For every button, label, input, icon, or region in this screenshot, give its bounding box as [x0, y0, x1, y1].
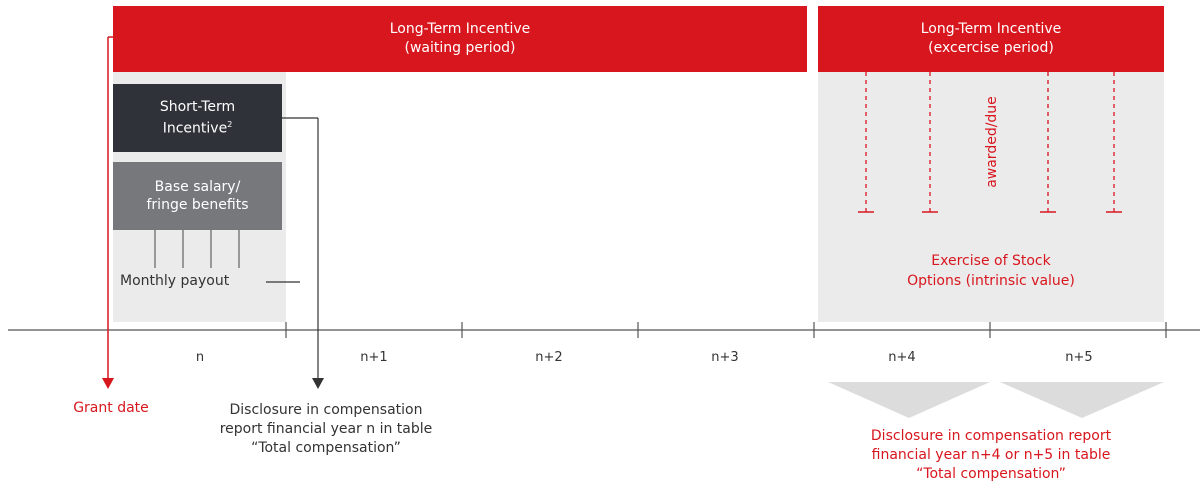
disclosure-chevrons	[828, 382, 1164, 418]
grant-date-label: Grant date	[73, 400, 149, 416]
lti-exercise-title: Long-Term Incentive	[920, 21, 1062, 37]
sti-line2: Incentive2	[113, 116, 282, 138]
exercise-period-background	[818, 70, 1164, 322]
period-label-n3: n+3	[711, 350, 739, 365]
lti-waiting-subtitle: (waiting period)	[404, 40, 516, 56]
sti-disclosure-arrow	[282, 117, 324, 389]
chevron-n4	[828, 382, 990, 418]
disclosure-right-line3: “Total compensation”	[916, 466, 1066, 482]
lti-exercise-subtitle: (excercise period)	[928, 40, 1054, 56]
period-label-n1: n+1	[360, 350, 388, 365]
short-term-incentive-box: Short-Term Incentive2	[113, 84, 282, 152]
period-label-n5: n+5	[1065, 350, 1093, 365]
disclosure-left-line1: Disclosure in compensation	[229, 402, 423, 418]
timeline-ticks	[285, 322, 1167, 338]
period-label-n4: n+4	[888, 350, 916, 365]
disclosure-left-line3: “Total compensation”	[251, 440, 401, 456]
sti-line1: Short-Term	[159, 99, 236, 116]
period-label-n: n	[195, 350, 205, 365]
exercise-line1: Exercise of Stock	[931, 253, 1051, 269]
disclosure-right-line1: Disclosure in compensation report	[870, 428, 1112, 444]
period-label-n2: n+2	[535, 350, 563, 365]
lti-exercise-period-banner: Long-Term Incentive (excercise period)	[818, 6, 1164, 72]
exercise-stock-options-label: Exercise of Stock Options (intrinsic val…	[830, 251, 1152, 291]
chevron-n5	[1000, 382, 1164, 418]
exercise-line2: Options (intrinsic value)	[907, 273, 1075, 289]
base-line2: fringe benefits	[146, 197, 249, 213]
sti-footnote-marker: 2	[227, 120, 233, 130]
monthly-payout-label: Monthly payout	[120, 273, 230, 289]
lti-waiting-period-banner: Long-Term Incentive (waiting period)	[113, 6, 807, 72]
base-salary-box: Base salary/ fringe benefits	[113, 162, 282, 230]
base-line1: Base salary/	[154, 179, 241, 195]
disclosure-left-line2: report financial year n in table	[219, 421, 433, 437]
disclosure-right-line2: financial year n+4 or n+5 in table	[871, 447, 1111, 463]
lti-waiting-title: Long-Term Incentive	[389, 21, 531, 37]
disclosure-left: Disclosure in compensation report financ…	[190, 401, 462, 458]
sti-line2-text: Incentive	[162, 120, 228, 137]
disclosure-right: Disclosure in compensation report financ…	[818, 427, 1164, 484]
